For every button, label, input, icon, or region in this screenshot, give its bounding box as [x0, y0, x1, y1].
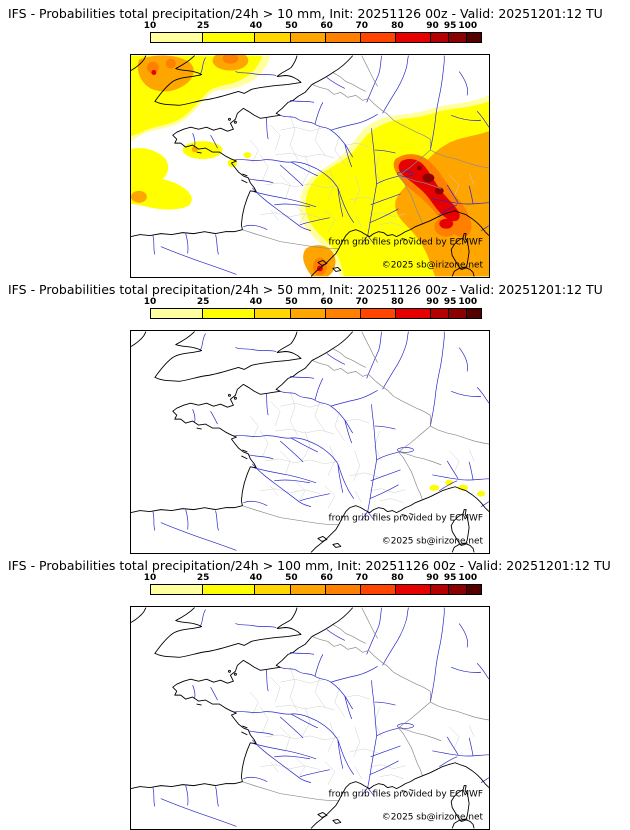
scale-tick: 95 — [443, 297, 457, 307]
scale-tick-labels: 10 25 40 50 60 70 80 90 95 100 — [144, 573, 482, 584]
scale-segment — [467, 585, 482, 594]
scale-tick: 50 — [285, 21, 298, 31]
scale-segment — [396, 33, 432, 42]
scale-segment — [290, 33, 326, 42]
scale-tick: 95 — [443, 21, 457, 31]
scale-tick-labels: 10 25 40 50 60 70 80 90 95 100 — [144, 21, 482, 32]
scale-segment — [151, 33, 204, 42]
scale-segment — [290, 309, 326, 318]
scale-tick: 40 — [249, 297, 263, 307]
scale-tick: 50 — [285, 297, 298, 307]
scale-tick: 100 — [458, 21, 478, 31]
scale-segment — [360, 33, 397, 42]
scale-tick: 10 — [143, 21, 157, 31]
map-prob-50mm: from grib files provided by ECMWF ©2025 … — [130, 330, 490, 554]
probability-color-scale: 10 25 40 50 60 70 80 90 95 100 — [144, 297, 482, 319]
scale-tick: 60 — [320, 297, 333, 307]
scale-tick: 70 — [355, 297, 369, 307]
scale-segment — [396, 309, 432, 318]
watermark-provider: from grib files provided by ECMWF — [328, 514, 483, 524]
probability-shading-dark-red — [416, 165, 444, 195]
scale-tick: 80 — [391, 573, 404, 583]
scale-segment — [203, 309, 256, 318]
scale-segment — [255, 33, 291, 42]
scale-tick: 25 — [196, 573, 210, 583]
map-prob-100mm: from grib files provided by ECMWF ©2025 … — [130, 606, 490, 830]
map-prob-10mm: from grib files provided by ECMWF ©2025 … — [130, 54, 490, 278]
scale-segment — [360, 585, 397, 594]
scale-tick: 50 — [285, 573, 298, 583]
scale-segment — [203, 33, 256, 42]
panel-title: IFS - Probabilities total precipitation/… — [8, 558, 611, 573]
scale-segment — [151, 585, 204, 594]
scale-tick: 10 — [143, 573, 157, 583]
scale-segment — [431, 33, 450, 42]
scale-tick: 95 — [443, 573, 457, 583]
scale-segment — [449, 585, 468, 594]
scale-tick-labels: 10 25 40 50 60 70 80 90 95 100 — [144, 297, 482, 308]
panel-prob-50mm: IFS - Probabilities total precipitation/… — [0, 276, 630, 554]
scale-tick: 70 — [355, 573, 369, 583]
scale-tick: 90 — [426, 573, 439, 583]
panel-title: IFS - Probabilities total precipitation/… — [8, 282, 603, 297]
watermark-copyright: ©2025 sb@irizone.net — [382, 812, 484, 822]
scale-tick: 80 — [391, 297, 404, 307]
watermark-provider: from grib files provided by ECMWF — [328, 790, 483, 800]
scale-segment — [467, 33, 482, 42]
scale-tick: 90 — [426, 297, 439, 307]
scale-segment — [203, 585, 256, 594]
scale-segment — [255, 309, 291, 318]
scale-segment — [325, 585, 361, 594]
watermark-copyright: ©2025 sb@irizone.net — [382, 260, 484, 270]
scale-segment — [449, 309, 468, 318]
scale-color-bar — [150, 308, 482, 319]
scale-tick: 100 — [458, 297, 478, 307]
panel-title: IFS - Probabilities total precipitation/… — [8, 6, 603, 21]
scale-segment — [325, 309, 361, 318]
scale-tick: 10 — [143, 297, 157, 307]
scale-tick: 60 — [320, 21, 333, 31]
scale-tick: 90 — [426, 21, 439, 31]
scale-tick: 80 — [391, 21, 404, 31]
scale-segment — [290, 585, 326, 594]
watermark-copyright: ©2025 sb@irizone.net — [382, 536, 484, 546]
probability-color-scale: 10 25 40 50 60 70 80 90 95 100 — [144, 573, 482, 595]
scale-tick: 70 — [355, 21, 369, 31]
scale-segment — [151, 309, 204, 318]
scale-tick: 25 — [196, 297, 210, 307]
scale-segment — [449, 33, 468, 42]
scale-color-bar — [150, 32, 482, 43]
scale-segment — [396, 585, 432, 594]
scale-tick: 100 — [458, 573, 478, 583]
panel-prob-10mm: IFS - Probabilities total precipitation/… — [0, 0, 630, 278]
scale-tick: 40 — [249, 21, 263, 31]
probability-shading-yellow — [429, 479, 486, 497]
scale-color-bar — [150, 584, 482, 595]
scale-segment — [467, 309, 482, 318]
scale-tick: 25 — [196, 21, 210, 31]
scale-segment — [431, 585, 450, 594]
scale-segment — [431, 309, 450, 318]
scale-tick: 40 — [249, 573, 263, 583]
probability-color-scale: 10 25 40 50 60 70 80 90 95 100 — [144, 21, 482, 43]
scale-tick: 60 — [320, 573, 333, 583]
panel-prob-100mm: IFS - Probabilities total precipitation/… — [0, 552, 630, 830]
scale-segment — [255, 585, 291, 594]
scale-segment — [325, 33, 361, 42]
scale-segment — [360, 309, 397, 318]
watermark-provider: from grib files provided by ECMWF — [328, 238, 483, 248]
